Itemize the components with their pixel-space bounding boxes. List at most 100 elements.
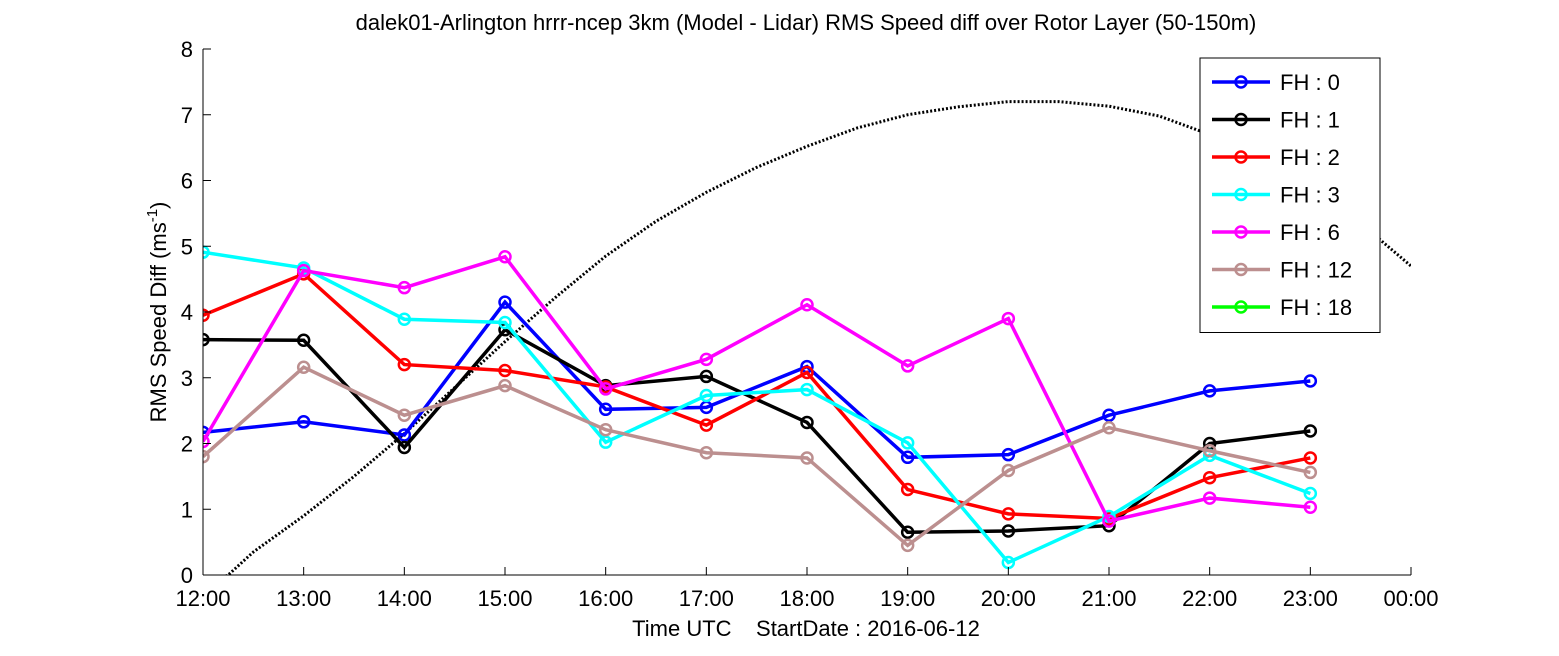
y-tick-label: 1 bbox=[181, 497, 193, 522]
data-point bbox=[296, 415, 311, 429]
y-tick-label: 8 bbox=[181, 37, 193, 62]
data-point bbox=[296, 333, 311, 348]
y-axis-label-close: ) bbox=[146, 202, 171, 209]
series-0 bbox=[203, 295, 1318, 465]
data-point bbox=[498, 295, 512, 309]
data-point bbox=[1202, 443, 1217, 458]
legend-item: FH : 0 bbox=[1212, 70, 1340, 95]
x-tick-label: 23:00 bbox=[1283, 586, 1338, 611]
x-tick-label: 18:00 bbox=[779, 586, 834, 611]
data-point bbox=[203, 308, 210, 323]
data-point bbox=[203, 449, 210, 464]
data-point bbox=[598, 435, 613, 449]
x-tick-label: 21:00 bbox=[1081, 586, 1136, 611]
data-point bbox=[498, 378, 512, 393]
data-point bbox=[498, 250, 512, 264]
data-point bbox=[203, 245, 210, 259]
data-point bbox=[699, 369, 714, 384]
legend-item: FH : 3 bbox=[1212, 183, 1340, 208]
data-point bbox=[296, 263, 311, 278]
data-point bbox=[598, 402, 613, 417]
x-tick-label: 17:00 bbox=[679, 586, 734, 611]
axes bbox=[202, 48, 1412, 576]
data-point bbox=[1001, 507, 1016, 521]
series-4 bbox=[203, 250, 1318, 528]
x-tick-label: 19:00 bbox=[880, 586, 935, 611]
legend-label: FH : 1 bbox=[1280, 108, 1340, 133]
data-point bbox=[900, 436, 915, 450]
legend-item: FH : 12 bbox=[1212, 258, 1352, 283]
series-line bbox=[203, 299, 1311, 460]
data-point bbox=[1001, 311, 1016, 326]
y-tick-label: 3 bbox=[181, 366, 193, 391]
data-point bbox=[900, 525, 915, 540]
data-point bbox=[1001, 524, 1016, 538]
x-axis-label: Time UTC StartDate : 2016-06-12 bbox=[632, 616, 980, 641]
data-point bbox=[598, 382, 613, 396]
legend-swatch-marker bbox=[1234, 187, 1248, 202]
data-point bbox=[1102, 420, 1116, 435]
data-point bbox=[1202, 491, 1217, 505]
data-point bbox=[203, 332, 210, 347]
data-point bbox=[699, 445, 714, 460]
data-point bbox=[800, 415, 814, 430]
legend-item: FH : 18 bbox=[1212, 295, 1352, 320]
data-point bbox=[1001, 463, 1016, 478]
data-point bbox=[800, 365, 814, 380]
data-point bbox=[1303, 424, 1318, 438]
y-tick-label: 5 bbox=[181, 234, 193, 259]
data-point bbox=[699, 418, 714, 432]
data-point bbox=[800, 382, 814, 397]
series-line bbox=[203, 365, 1311, 548]
x-tick-label: 16:00 bbox=[578, 586, 633, 611]
data-point bbox=[1202, 384, 1217, 398]
data-point bbox=[498, 363, 512, 378]
series-line bbox=[203, 271, 1311, 521]
legend-label: FH : 2 bbox=[1280, 145, 1340, 170]
data-point bbox=[397, 428, 412, 442]
data-point bbox=[1001, 447, 1016, 462]
data-point bbox=[296, 360, 311, 374]
legend-swatch-marker bbox=[1234, 262, 1248, 277]
series-layer bbox=[203, 245, 1318, 570]
data-point bbox=[397, 357, 412, 372]
y-axis-label-main: RMS Speed Diff (ms bbox=[146, 222, 171, 422]
data-point bbox=[900, 538, 915, 553]
reference-curve-layer bbox=[224, 100, 1411, 575]
y-tick-label: 2 bbox=[181, 432, 193, 457]
data-point bbox=[1303, 374, 1318, 388]
data-point bbox=[1303, 486, 1318, 501]
y-tick-label: 0 bbox=[181, 563, 193, 588]
y-tick-label: 4 bbox=[181, 300, 193, 325]
series-line bbox=[203, 254, 1311, 524]
y-tick-label: 6 bbox=[181, 169, 193, 194]
legend: FH : 0 FH : 1 FH : 2 FH : 3 FH : 6 FH : 12 FH … bbox=[1199, 57, 1381, 333]
data-point bbox=[598, 422, 613, 437]
legend-label: FH : 18 bbox=[1280, 295, 1352, 320]
data-point bbox=[800, 298, 814, 312]
legend-label: FH : 6 bbox=[1280, 220, 1340, 245]
data-point bbox=[498, 315, 512, 330]
data-point bbox=[397, 440, 412, 455]
x-tick-label: 14:00 bbox=[377, 586, 432, 611]
legend-label: FH : 12 bbox=[1280, 258, 1352, 283]
data-point bbox=[1303, 465, 1318, 480]
x-tick-label: 22:00 bbox=[1182, 586, 1237, 611]
data-point bbox=[900, 450, 915, 465]
legend-item: FH : 1 bbox=[1212, 108, 1340, 133]
legend-swatch-marker bbox=[1234, 112, 1248, 127]
legend-swatch-marker bbox=[1234, 150, 1248, 164]
data-point bbox=[1102, 408, 1116, 422]
y-axis-label-sup: -1 bbox=[144, 209, 161, 222]
y-axis-label: RMS Speed Diff (ms-1) bbox=[144, 202, 171, 423]
data-point bbox=[203, 434, 210, 449]
data-point bbox=[900, 482, 915, 497]
legend-swatch-marker bbox=[1234, 75, 1248, 89]
data-point bbox=[900, 359, 915, 373]
chart-title: dalek01-Arlington hrrr-ncep 3km (Model -… bbox=[356, 10, 1257, 35]
data-point bbox=[1102, 514, 1116, 528]
series-5 bbox=[203, 360, 1318, 553]
data-point bbox=[800, 451, 814, 465]
legend-label: FH : 3 bbox=[1280, 183, 1340, 208]
x-tick-label: 15:00 bbox=[477, 586, 532, 611]
